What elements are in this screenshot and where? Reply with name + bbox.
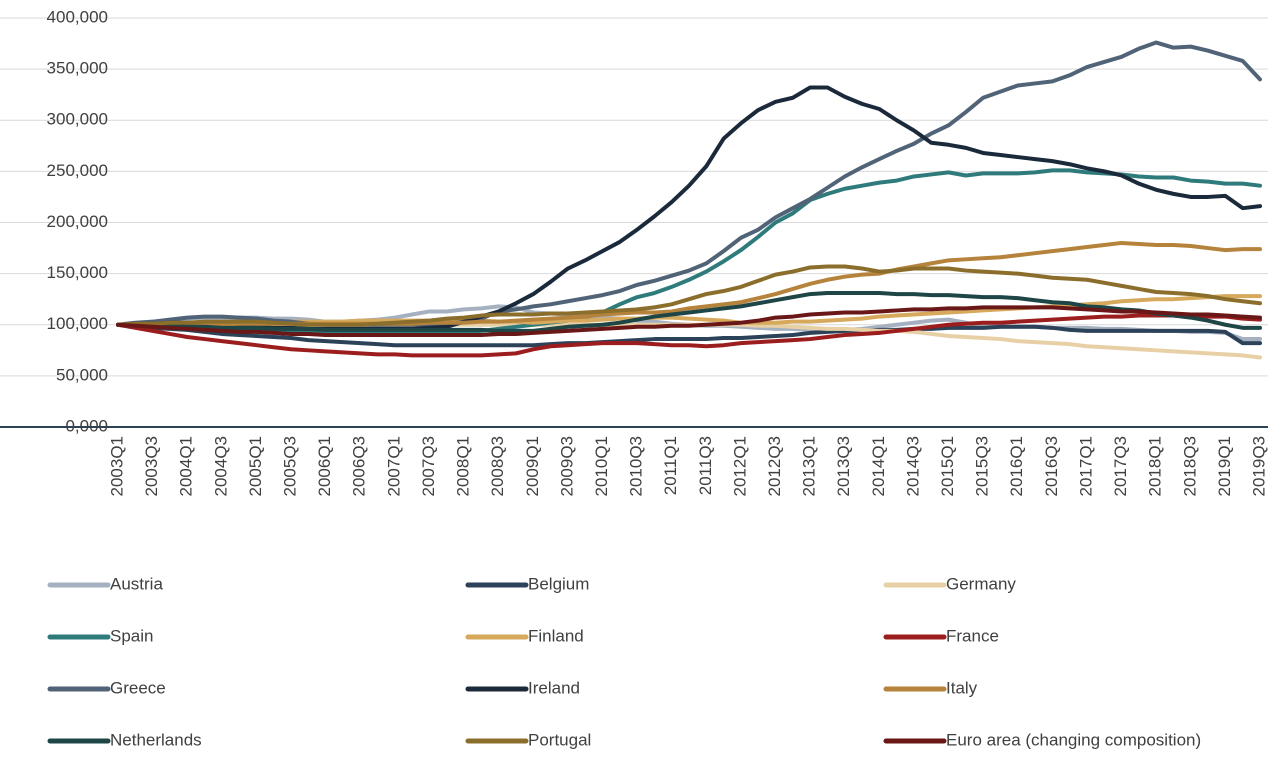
- x-tick-label: 2005Q3: [281, 436, 300, 497]
- x-tick-label: 2019Q1: [1215, 436, 1234, 497]
- series-line: [116, 305, 1262, 337]
- x-tick-label: 2005Q1: [246, 436, 265, 497]
- x-tick-label: 2019Q3: [1249, 436, 1268, 497]
- legend-label: Belgium: [528, 574, 589, 593]
- x-tick-label: 2018Q3: [1180, 436, 1199, 497]
- legend-label: Italy: [946, 678, 978, 697]
- x-tick-label: 2014Q3: [903, 436, 922, 497]
- series-line: [116, 313, 1262, 358]
- series-line: [116, 168, 1262, 335]
- series-line: [116, 322, 1262, 348]
- x-tick-label: 2007Q1: [384, 436, 403, 497]
- x-tick-label: 2010Q3: [627, 436, 646, 497]
- x-tick-label: 2013Q1: [800, 436, 819, 497]
- x-tick-label: 2008Q1: [454, 436, 473, 497]
- series-line: [116, 85, 1262, 331]
- x-tick-label: 2009Q1: [523, 436, 542, 497]
- x-tick-label: 2004Q3: [211, 436, 230, 497]
- x-tick-label: 2006Q1: [315, 436, 334, 497]
- series-line: [116, 294, 1262, 327]
- x-tick-label: 2014Q1: [869, 436, 888, 497]
- y-tick-label: 150,000: [47, 263, 108, 282]
- x-tick-label: 2008Q3: [488, 436, 507, 497]
- x-tick-label: 2009Q3: [557, 436, 576, 497]
- x-tick-label: 2017Q1: [1076, 436, 1095, 497]
- x-tick-label: 2016Q3: [1042, 436, 1061, 497]
- x-tick-label: 2012Q1: [730, 436, 749, 497]
- x-tick-label: 2010Q1: [592, 436, 611, 497]
- series-line: [116, 264, 1262, 327]
- y-tick-label: 100,000: [47, 314, 108, 333]
- legend-label: Germany: [946, 574, 1016, 593]
- x-tick-label: 2007Q3: [419, 436, 438, 497]
- x-tick-label: 2011Q3: [696, 436, 715, 495]
- x-tick-label: 2015Q3: [973, 436, 992, 497]
- legend-label: France: [946, 626, 999, 645]
- x-tick-label: 2004Q1: [177, 436, 196, 497]
- y-tick-label: 350,000: [47, 59, 108, 78]
- x-tick-label: 2015Q1: [938, 436, 957, 497]
- legend-label: Greece: [110, 678, 166, 697]
- x-tick-label: 2013Q3: [834, 436, 853, 497]
- y-tick-label: 50,000: [56, 365, 108, 384]
- y-tick-label: 250,000: [47, 161, 108, 180]
- x-tick-label: 2006Q3: [350, 436, 369, 497]
- series-line: [116, 291, 1262, 333]
- y-tick-label: 200,000: [47, 212, 108, 231]
- legend-label: Ireland: [528, 678, 580, 697]
- y-tick-label: 300,000: [47, 110, 108, 129]
- legend-label: Finland: [528, 626, 584, 645]
- x-tick-label: 2018Q1: [1146, 436, 1165, 497]
- x-tick-label: 2011Q1: [661, 436, 680, 495]
- legend-label: Portugal: [528, 730, 591, 749]
- legend-label: Spain: [110, 626, 153, 645]
- x-tick-label: 2016Q1: [1007, 436, 1026, 497]
- legend-label: Austria: [110, 574, 163, 593]
- y-tick-label: 400,000: [47, 7, 108, 26]
- x-tick-label: 2003Q3: [142, 436, 161, 497]
- x-tick-label: 2012Q3: [765, 436, 784, 497]
- y-tick-label: 0,000: [65, 416, 108, 435]
- x-tick-label: 2017Q3: [1111, 436, 1130, 497]
- legend-label: Netherlands: [110, 730, 202, 749]
- x-tick-label: 2003Q1: [107, 436, 126, 497]
- legend-label: Euro area (changing composition): [946, 730, 1201, 749]
